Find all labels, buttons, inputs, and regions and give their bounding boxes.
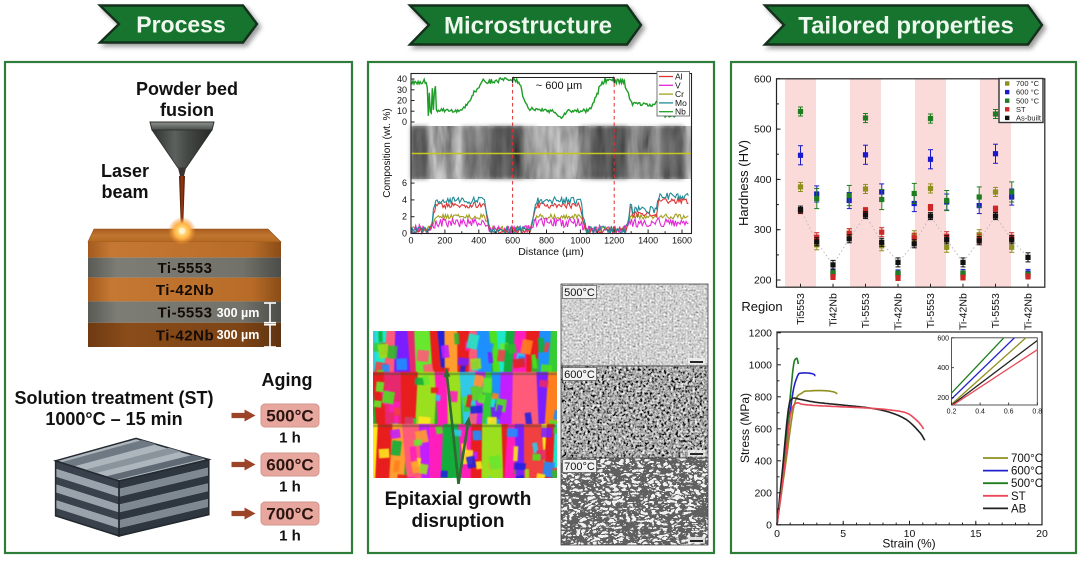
- svg-text:Epitaxial growth: Epitaxial growth: [385, 489, 532, 510]
- svg-text:Ti-5553: Ti-5553: [990, 293, 1002, 328]
- svg-text:1000: 1000: [749, 359, 773, 371]
- svg-text:5: 5: [840, 528, 846, 540]
- svg-text:0.8: 0.8: [1032, 409, 1042, 416]
- svg-text:600: 600: [937, 335, 949, 342]
- svg-text:600 °C: 600 °C: [1016, 88, 1040, 97]
- svg-text:500 °C: 500 °C: [1016, 96, 1040, 105]
- svg-text:0: 0: [402, 117, 407, 127]
- svg-text:Process: Process: [136, 11, 226, 37]
- svg-text:600: 600: [754, 73, 772, 85]
- svg-text:Microstructure: Microstructure: [444, 13, 612, 40]
- svg-text:600°C: 600°C: [1011, 466, 1043, 478]
- svg-text:Aging: Aging: [262, 370, 313, 390]
- svg-text:Powder bed: Powder bed: [136, 79, 238, 99]
- svg-text:500°C: 500°C: [1011, 478, 1043, 490]
- svg-text:Tailored properties: Tailored properties: [798, 13, 1014, 40]
- svg-text:10: 10: [904, 528, 916, 540]
- svg-text:600°C: 600°C: [564, 369, 595, 381]
- svg-text:40: 40: [397, 74, 407, 84]
- svg-text:Ti-42Nb: Ti-42Nb: [156, 327, 214, 344]
- svg-text:Ti-5553: Ti-5553: [158, 305, 213, 322]
- svg-text:disruption: disruption: [412, 511, 505, 532]
- svg-text:300 µm: 300 µm: [217, 306, 260, 320]
- svg-text:Ti-42Nb: Ti-42Nb: [1023, 293, 1035, 330]
- svg-text:fusion: fusion: [160, 100, 214, 120]
- svg-text:200: 200: [754, 275, 772, 287]
- svg-text:Ti42Nb: Ti42Nb: [828, 293, 840, 327]
- svg-text:Hardness (HV): Hardness (HV): [736, 140, 751, 226]
- svg-text:700°C: 700°C: [564, 461, 595, 473]
- svg-text:10: 10: [397, 106, 407, 116]
- svg-text:600: 600: [754, 423, 772, 435]
- svg-text:0.2: 0.2: [947, 409, 957, 416]
- svg-text:500°C: 500°C: [266, 407, 313, 426]
- svg-text:Cr: Cr: [675, 89, 684, 99]
- svg-text:Ti-5553: Ti-5553: [158, 260, 213, 277]
- svg-text:Nb: Nb: [675, 107, 686, 117]
- svg-text:Strain (%): Strain (%): [882, 537, 935, 551]
- svg-text:0.6: 0.6: [1004, 409, 1014, 416]
- svg-text:30: 30: [397, 85, 407, 95]
- svg-text:600°C: 600°C: [266, 456, 313, 475]
- svg-text:20: 20: [1036, 528, 1048, 540]
- svg-text:Al: Al: [675, 72, 683, 82]
- svg-text:Composition (wt. %): Composition (wt. %): [382, 108, 393, 197]
- svg-text:Laser: Laser: [101, 161, 149, 181]
- svg-text:~ 600 µm: ~ 600 µm: [536, 80, 582, 92]
- svg-text:2: 2: [402, 212, 407, 222]
- svg-text:As-built: As-built: [1016, 114, 1042, 123]
- svg-text:Stress (MPa): Stress (MPa): [738, 393, 752, 463]
- svg-text:Ti-42Nb: Ti-42Nb: [893, 293, 905, 330]
- svg-text:Ti-42Nb: Ti-42Nb: [958, 293, 970, 330]
- svg-text:500°C: 500°C: [564, 287, 595, 299]
- svg-text:Distance (µm): Distance (µm): [518, 246, 584, 258]
- svg-text:700°C: 700°C: [266, 505, 313, 524]
- svg-text:400: 400: [754, 455, 772, 467]
- svg-text:600: 600: [505, 236, 520, 246]
- svg-text:ST: ST: [1016, 105, 1026, 114]
- svg-text:Solution treatment (ST): Solution treatment (ST): [15, 388, 214, 408]
- svg-text:0: 0: [774, 528, 780, 540]
- svg-text:1200: 1200: [749, 327, 773, 339]
- svg-text:ST: ST: [1011, 491, 1026, 503]
- svg-text:1600: 1600: [672, 236, 692, 246]
- svg-text:1000°C – 15 min: 1000°C – 15 min: [45, 409, 182, 429]
- svg-text:0.4: 0.4: [975, 409, 985, 416]
- svg-text:Region: Region: [741, 299, 782, 314]
- svg-text:Ti-42Nb: Ti-42Nb: [156, 282, 214, 299]
- svg-text:4: 4: [402, 195, 407, 205]
- svg-text:300: 300: [754, 224, 772, 236]
- svg-text:800: 800: [754, 391, 772, 403]
- svg-text:V: V: [675, 80, 681, 90]
- svg-text:0: 0: [402, 229, 407, 239]
- svg-text:Mo: Mo: [675, 98, 687, 108]
- svg-text:Ti-5553: Ti-5553: [925, 293, 937, 328]
- svg-text:1400: 1400: [638, 236, 658, 246]
- svg-text:0: 0: [766, 519, 772, 531]
- svg-text:Ti-5553: Ti-5553: [860, 293, 872, 328]
- svg-text:700°C: 700°C: [1011, 453, 1043, 465]
- svg-text:Ti5553: Ti5553: [795, 293, 807, 325]
- svg-text:0: 0: [408, 236, 413, 246]
- svg-text:400: 400: [471, 236, 486, 246]
- svg-text:15: 15: [970, 528, 982, 540]
- svg-text:1200: 1200: [604, 236, 624, 246]
- svg-text:800: 800: [539, 236, 554, 246]
- svg-text:20: 20: [397, 96, 407, 106]
- svg-text:200: 200: [437, 236, 452, 246]
- svg-text:AB: AB: [1011, 503, 1027, 515]
- svg-text:beam: beam: [101, 182, 148, 202]
- svg-text:200: 200: [937, 395, 949, 402]
- svg-text:6: 6: [402, 178, 407, 188]
- svg-text:400: 400: [937, 365, 949, 372]
- svg-text:300 µm: 300 µm: [217, 328, 260, 342]
- svg-text:1 h: 1 h: [279, 479, 301, 496]
- svg-text:400: 400: [754, 174, 772, 186]
- svg-text:1 h: 1 h: [279, 430, 301, 447]
- svg-text:200: 200: [754, 487, 772, 499]
- svg-text:1 h: 1 h: [279, 528, 301, 545]
- svg-text:500: 500: [754, 124, 772, 136]
- svg-text:700 °C: 700 °C: [1016, 79, 1040, 88]
- svg-text:1000: 1000: [570, 236, 590, 246]
